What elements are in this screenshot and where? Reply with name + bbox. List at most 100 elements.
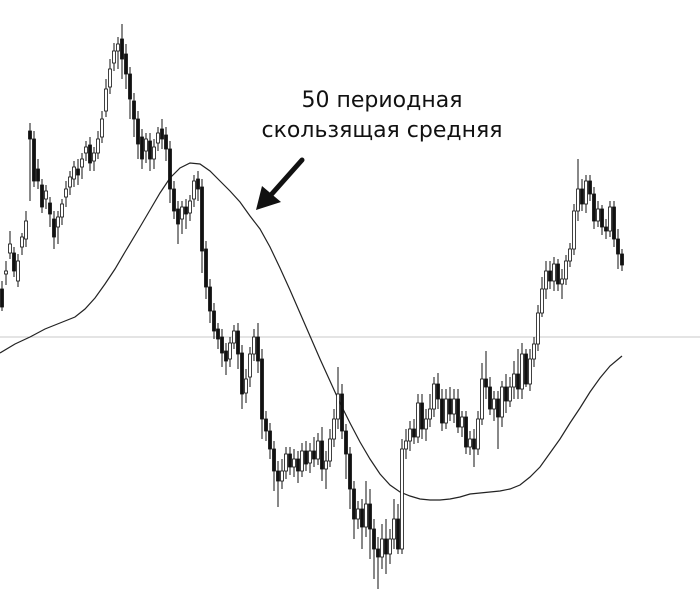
annotation-line-1: 50 периодная	[301, 88, 463, 113]
candle-body	[380, 538, 384, 558]
candle-body	[0, 288, 4, 308]
candle-body	[416, 402, 420, 438]
candle-body	[616, 238, 620, 255]
candle-body	[232, 330, 236, 344]
candle-body	[440, 398, 444, 424]
moving-average-annotation: 50 периодная скользящая средняя	[232, 86, 532, 146]
candle-body	[620, 253, 624, 266]
candle-body	[180, 206, 184, 220]
candle-body	[228, 342, 232, 360]
candle-body	[32, 138, 36, 182]
candle-body	[148, 140, 152, 160]
candle-body	[200, 186, 204, 252]
candle-body	[608, 206, 612, 232]
candle-body	[364, 503, 368, 528]
candle-body	[56, 216, 60, 228]
candle-body	[244, 378, 248, 394]
candle-body	[328, 438, 332, 462]
candle-body	[176, 208, 180, 225]
candle-body	[412, 428, 416, 438]
candle-body	[80, 158, 84, 168]
candle-body	[488, 386, 492, 410]
candle-body	[348, 453, 352, 490]
candle-body	[48, 202, 52, 215]
candle-body	[288, 453, 292, 468]
annotation-line-2: скользящая средняя	[261, 118, 503, 143]
candle-body	[20, 236, 24, 248]
candle-body	[492, 398, 496, 410]
candle-body	[420, 402, 424, 430]
candle-body	[584, 180, 588, 205]
candle-body	[516, 373, 520, 390]
candle-body	[384, 538, 388, 555]
candle-body	[436, 383, 440, 400]
candle-body	[84, 146, 88, 154]
candle-body	[224, 350, 228, 362]
candle-body	[76, 168, 80, 176]
candle-body	[428, 408, 432, 420]
candle-body	[64, 188, 68, 198]
candle-body	[560, 278, 564, 285]
candle-body	[564, 260, 568, 280]
candle-body	[44, 190, 48, 200]
candle-body	[548, 270, 552, 282]
candle-body	[240, 352, 244, 395]
candle-body	[104, 88, 108, 112]
candle-body	[24, 220, 28, 240]
candle-body	[604, 226, 608, 232]
candle-body	[264, 418, 268, 432]
candle-body	[308, 450, 312, 464]
candle-body	[12, 252, 16, 272]
candle-body	[524, 353, 528, 385]
candle-body	[300, 450, 304, 472]
candle-body	[112, 50, 116, 64]
candle-body	[540, 288, 544, 314]
candle-body	[188, 200, 192, 214]
candle-body	[504, 386, 508, 402]
candle-body	[312, 450, 316, 460]
candle-body	[408, 428, 412, 442]
candle-body	[116, 43, 120, 52]
candle-body	[480, 378, 484, 420]
candle-body	[152, 146, 156, 160]
candle-body	[432, 383, 436, 410]
candle-body	[464, 416, 468, 448]
candle-body	[92, 152, 96, 162]
candle-body	[100, 118, 104, 138]
candle-body	[448, 398, 452, 415]
candle-body	[356, 508, 360, 520]
candle-body	[236, 330, 240, 355]
candle-body	[248, 353, 252, 378]
candle-body	[268, 430, 272, 450]
candle-body	[128, 73, 132, 100]
candle-body	[444, 398, 448, 424]
candle-body	[536, 312, 540, 345]
candle-body	[496, 398, 500, 418]
candle-body	[72, 166, 76, 180]
candle-body	[344, 430, 348, 455]
candle-body	[28, 130, 32, 140]
candle-body	[276, 470, 280, 482]
candle-body	[588, 180, 592, 195]
candle-body	[168, 148, 172, 190]
candle-body	[52, 218, 56, 238]
candle-body	[532, 343, 536, 360]
candle-body	[88, 144, 92, 164]
candle-body	[256, 336, 260, 362]
candle-body	[120, 38, 124, 60]
candle-body	[156, 132, 160, 144]
candle-body	[324, 460, 328, 470]
candle-body	[292, 458, 296, 468]
candle-body	[284, 453, 288, 472]
candles-group	[0, 24, 624, 589]
candle-body	[172, 188, 176, 212]
candle-body	[456, 398, 460, 428]
candle-body	[316, 440, 320, 460]
candle-body	[512, 373, 516, 388]
candle-body	[184, 206, 188, 215]
candle-body	[208, 286, 212, 312]
candle-body	[272, 448, 276, 472]
candle-body	[40, 184, 44, 208]
candle-body	[552, 263, 556, 282]
